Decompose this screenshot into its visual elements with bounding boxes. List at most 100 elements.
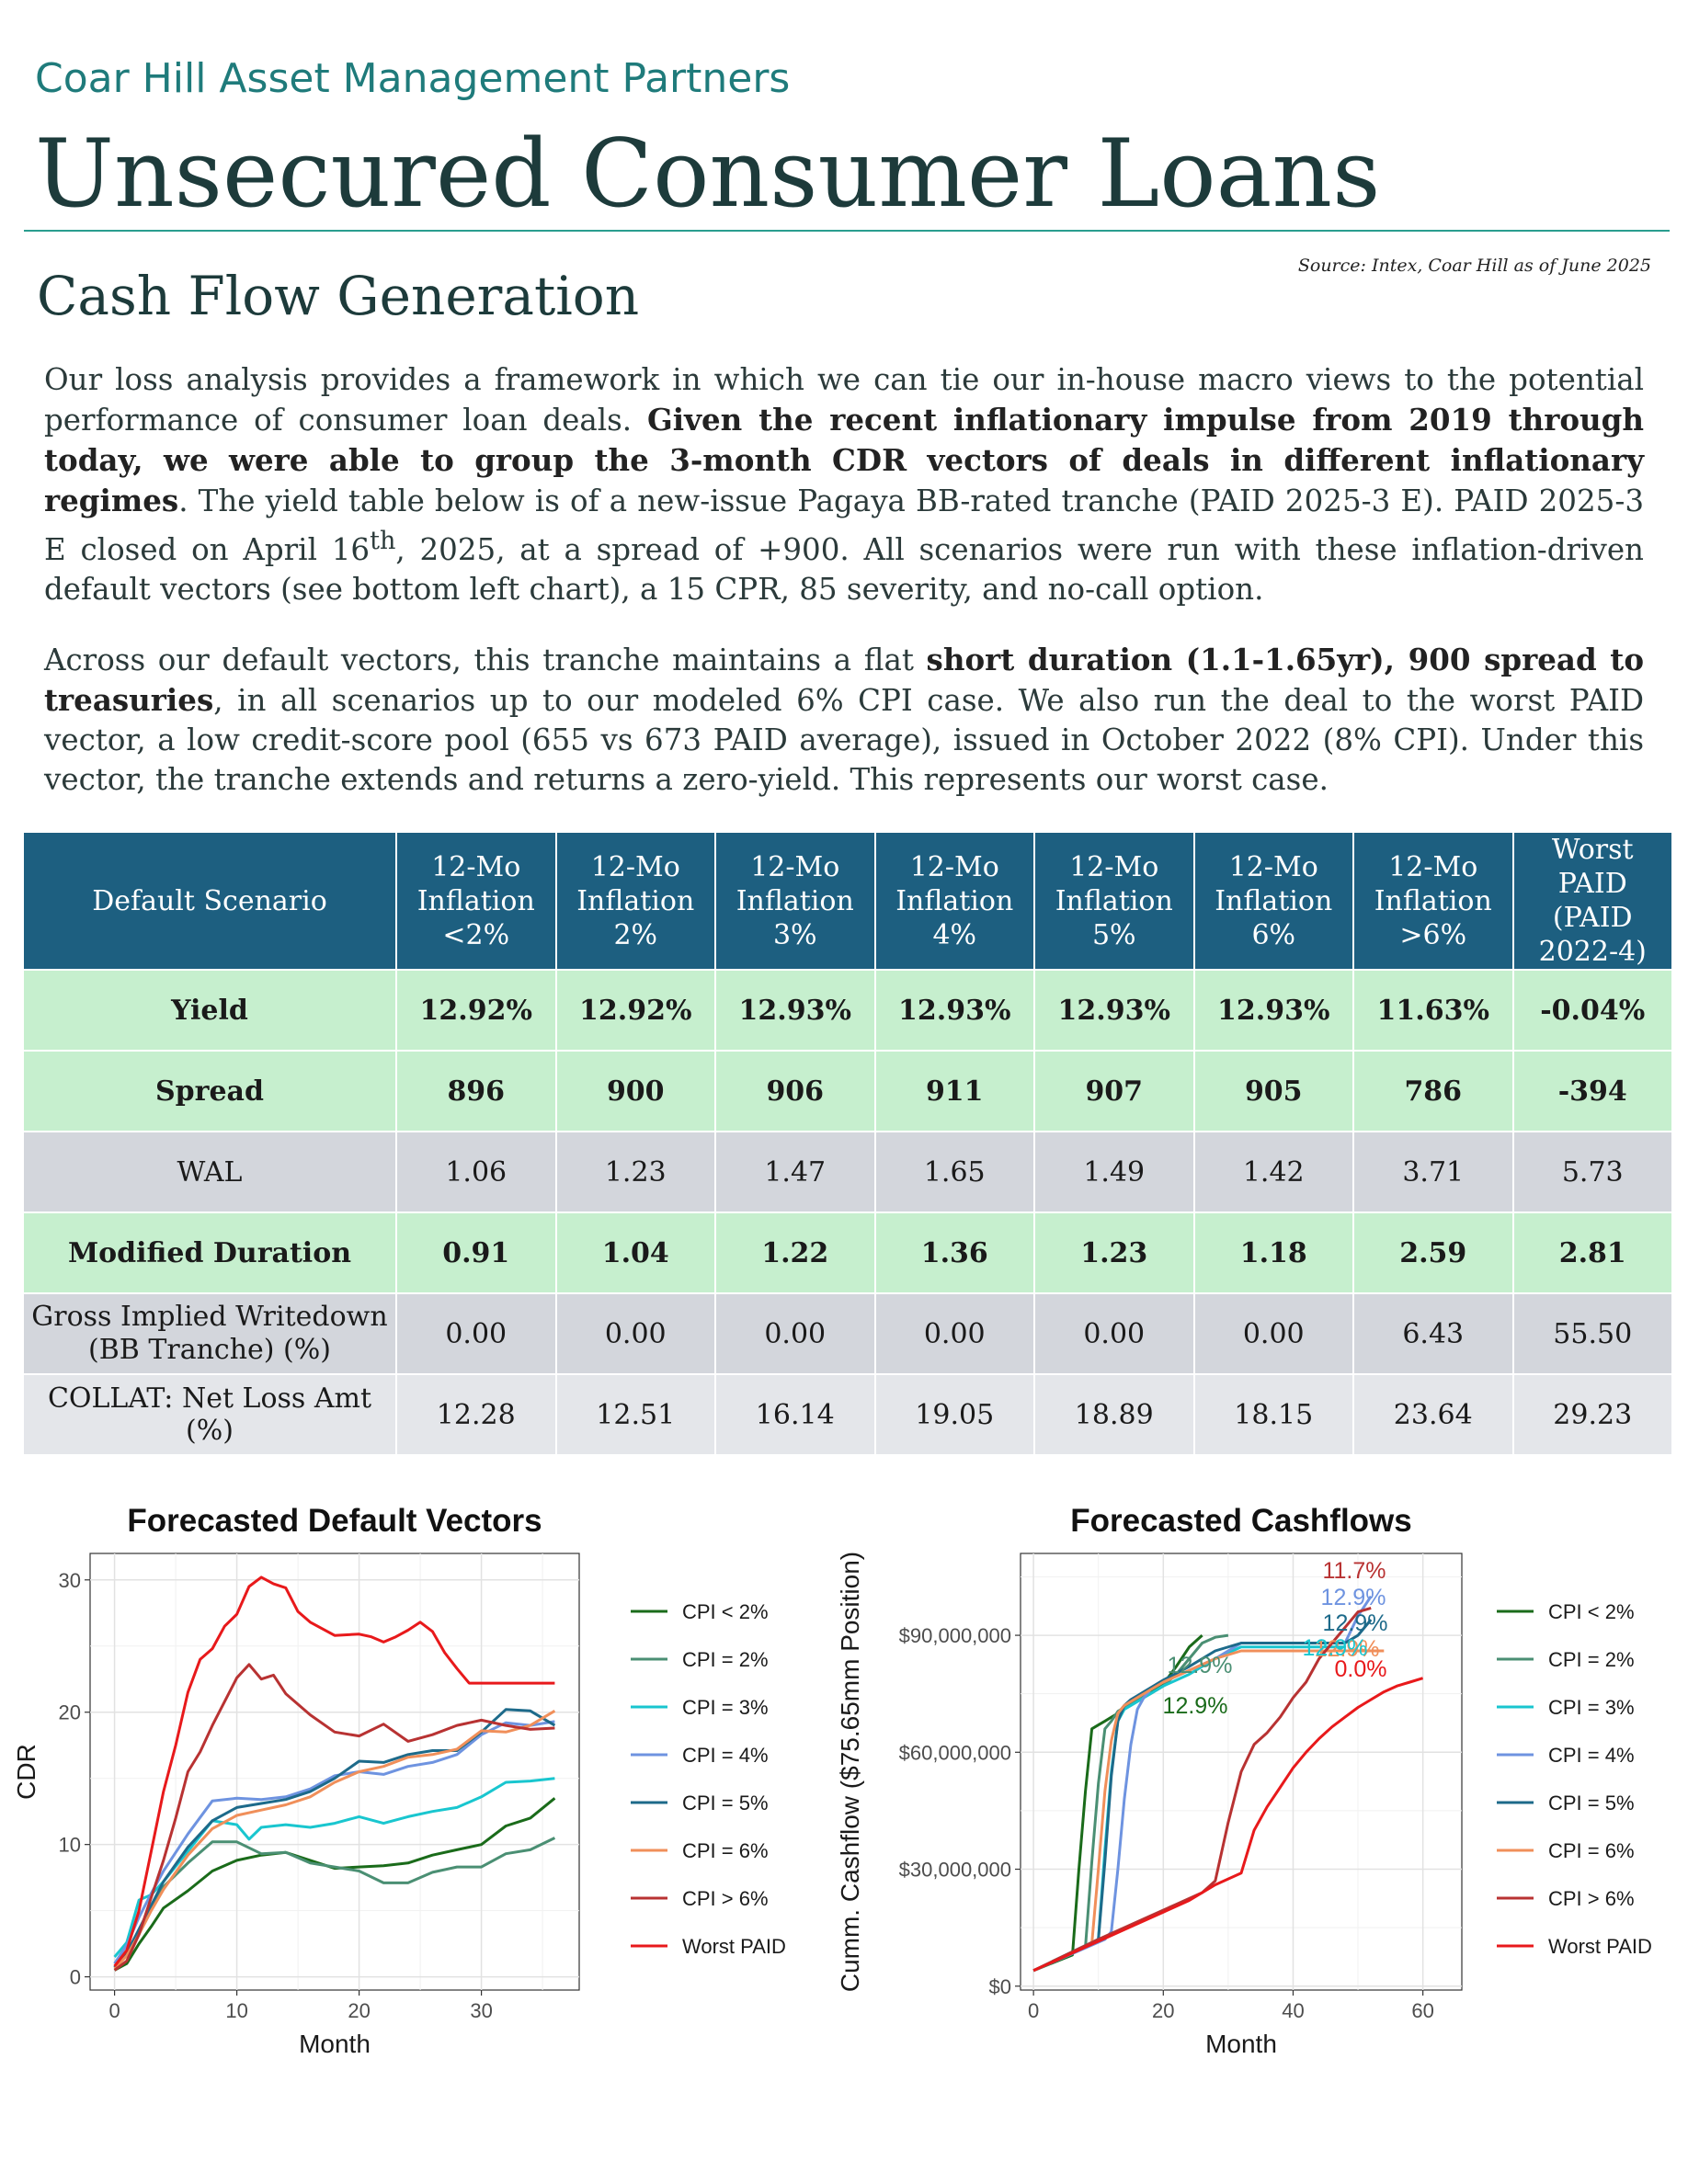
table-cell: 55.50 (1511, 1292, 1673, 1375)
table-row: COLLAT: Net Loss Amt (%) 12.28 12.51 16.14 1… (22, 1373, 1673, 1456)
cashflow-y-axis-title: Cumm. Cashflow ($75.65mm Position) (836, 1552, 864, 1992)
table-cell: 1.06 (395, 1131, 557, 1213)
cdr-y-tick-label: 10 (59, 1834, 81, 1857)
table-row: Spread 896 900 906 911 907 905 786 -394 (22, 1050, 1673, 1132)
table-cell: 1.04 (554, 1211, 716, 1294)
row-label-line: COLLAT: Net Loss Amt (%) (47, 1382, 372, 1447)
scenario-header-5: 12-Mo Inflation 6% (1192, 831, 1354, 971)
row-label: Spread (22, 1050, 397, 1132)
duration-text-2: , in all scenarios up to our modeled 6% … (44, 683, 1644, 797)
cashflow-chart: Forecasted Cashflows 0 20 40 60 $0 $30,000,000… (836, 1503, 1652, 2058)
scenario-header-line: 2022-4) (1538, 936, 1647, 968)
table-cell: 29.23 (1511, 1373, 1673, 1456)
scenario-header-line: Inflation (416, 884, 535, 917)
scenario-header-line: 2% (613, 918, 658, 951)
corner-header: Default Scenario (22, 831, 397, 971)
cashflow-series-line (1032, 1649, 1385, 1973)
table-cell: 1.18 (1192, 1211, 1354, 1294)
table-cell: 0.00 (1192, 1292, 1354, 1375)
scenario-header-line: 12-Mo (431, 850, 521, 883)
cashflow-y-tick-label: $30,000,000 (899, 1859, 1011, 1882)
table-row: WAL 1.06 1.23 1.47 1.65 1.49 1.42 3.71 5.73 (22, 1131, 1673, 1213)
cdr-x-tick-label: 30 (470, 1999, 492, 2022)
scenario-header-7: Worst PAID (PAID 2022-4) (1511, 831, 1673, 971)
table-row: Modified Duration 0.91 1.04 1.22 1.36 1.23 1.1… (22, 1211, 1673, 1294)
scenario-header-line: Inflation (895, 884, 1014, 917)
row-label: Gross Implied Writedown (BB Tranche) (%) (22, 1292, 397, 1375)
table-cell: 1.42 (1192, 1131, 1354, 1213)
intro-text-2: . The yield table below is of a new-issu… (44, 483, 1644, 567)
table-cell: 907 (1033, 1050, 1195, 1132)
scenario-header-line: (PAID (1552, 902, 1633, 934)
table-cell: 19.05 (873, 1373, 1035, 1456)
cdr-y-axis-title: CDR (12, 1744, 40, 1800)
cashflow-legend-label: CPI = 2% (1548, 1648, 1635, 1671)
cdr-y-tick-label: 0 (70, 1966, 81, 1989)
row-label-line: Spread (155, 1075, 264, 1108)
cashflow-legend-label: CPI = 5% (1548, 1792, 1635, 1814)
cashflow-y-tick-label: $90,000,000 (899, 1624, 1011, 1647)
scenario-header-4: 12-Mo Inflation 5% (1033, 831, 1195, 971)
yield-table: Default Scenario 12-Mo Inflation <2% 12-Mo I… (22, 831, 1673, 1456)
table-cell: 0.00 (395, 1292, 557, 1375)
scenario-header-line: >6% (1399, 918, 1467, 951)
cashflow-x-tick-label: 40 (1282, 1999, 1304, 2022)
cdr-legend-label: CPI = 6% (682, 1839, 769, 1862)
intro-bold-text: Given the recent inflationary impulse fr… (44, 402, 1644, 518)
cashflow-series-line (1032, 1677, 1424, 1973)
cashflow-x-tick-label: 60 (1411, 1999, 1433, 2022)
scenario-header-6: 12-Mo Inflation >6% (1352, 831, 1514, 971)
scenario-header-line: 12-Mo (909, 850, 999, 883)
cdr-legend-label: CPI = 3% (682, 1696, 769, 1719)
scenario-header-line: 12-Mo (590, 850, 680, 883)
cashflow-y-tick-label: $60,000,000 (899, 1741, 1011, 1764)
cashflow-legend-label: CPI < 2% (1548, 1600, 1635, 1623)
cdr-series-line (113, 1663, 555, 1972)
scenario-header-0: 12-Mo Inflation <2% (395, 831, 557, 971)
table-cell: 1.49 (1033, 1131, 1195, 1213)
table-cell: -394 (1511, 1050, 1673, 1132)
table-cell: 2.59 (1352, 1211, 1514, 1294)
scenario-header-line: 4% (932, 918, 977, 951)
table-cell: 12.51 (554, 1373, 716, 1456)
table-cell: 1.65 (873, 1131, 1035, 1213)
table-row: Yield 12.92% 12.92% 12.93% 12.93% 12.93% 12.93… (22, 969, 1673, 1052)
cashflow-x-axis-title: Month (1205, 2030, 1277, 2058)
scenario-header-line: Inflation (576, 884, 695, 917)
cashflow-legend-label: Worst PAID (1548, 1935, 1652, 1958)
firm-name: Coar Hill Asset Management Partners (35, 55, 791, 102)
cashflow-y-tick-label: $0 (989, 1975, 1011, 1998)
intro-paragraph: Our loss analysis provides a framework i… (44, 360, 1644, 609)
table-cell: 906 (714, 1050, 876, 1132)
scenario-header-line: 12-Mo (1069, 850, 1159, 883)
row-label: COLLAT: Net Loss Amt (%) (22, 1373, 397, 1456)
table-cell: 12.92% (554, 969, 716, 1052)
table-cell: 18.89 (1033, 1373, 1195, 1456)
intro-text-1: Our loss analysis provides a framework i… (44, 362, 1644, 438)
cashflow-end-label: 12.9% (1321, 1585, 1386, 1610)
cdr-legend-label: CPI < 2% (682, 1600, 769, 1623)
cashflow-series-line (1032, 1606, 1372, 1973)
intro-superscript: th (370, 527, 396, 555)
cdr-title: Forecasted Default Vectors (127, 1503, 542, 1539)
table-cell: 1.22 (714, 1211, 876, 1294)
duration-paragraph: Across our default vectors, this tranche… (44, 640, 1644, 800)
row-label-line: Modified Duration (67, 1236, 352, 1269)
cdr-x-tick-label: 10 (225, 1999, 247, 2022)
cashflow-end-label: 12.9% (1168, 1653, 1233, 1678)
table-cell: 6.43 (1352, 1292, 1514, 1375)
table-cell: 12.93% (1033, 969, 1195, 1052)
cdr-legend-label: CPI = 2% (682, 1648, 769, 1671)
cdr-legend-label: CPI = 4% (682, 1744, 769, 1767)
section-title: Cash Flow Generation (37, 265, 640, 327)
table-cell: 1.47 (714, 1131, 876, 1213)
table-cell: 0.00 (714, 1292, 876, 1375)
page-title: Unsecured Consumer Loans (35, 119, 1381, 229)
row-label: Modified Duration (22, 1211, 397, 1294)
intro-text-3: , 2025, at a spread of +900. All scenari… (44, 531, 1644, 607)
scenario-header-3: 12-Mo Inflation 4% (873, 831, 1035, 971)
table-cell: 12.93% (873, 969, 1035, 1052)
scenario-header-line: Worst PAID (1551, 834, 1634, 900)
table-cell: 0.91 (395, 1211, 557, 1294)
cdr-legend-label: CPI > 6% (682, 1887, 769, 1910)
